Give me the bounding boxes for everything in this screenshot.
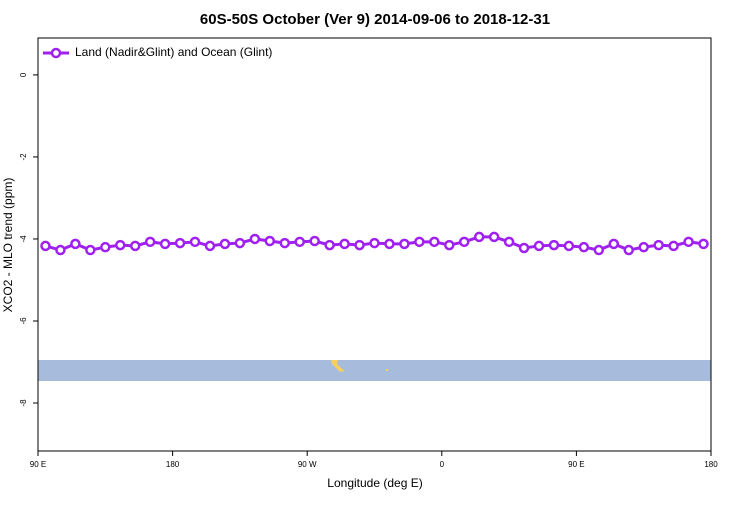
ocean-band bbox=[38, 360, 711, 381]
point bbox=[219, 238, 231, 250]
point bbox=[100, 241, 111, 253]
point bbox=[384, 238, 395, 250]
y-tick-label: -2 bbox=[19, 153, 28, 161]
point bbox=[638, 241, 649, 253]
point bbox=[548, 239, 560, 251]
y-tick-label: 0 bbox=[19, 72, 28, 77]
land-fragment bbox=[331, 360, 345, 372]
point bbox=[294, 236, 305, 248]
point bbox=[174, 237, 186, 249]
point bbox=[578, 241, 590, 253]
y-tick-label: -8 bbox=[19, 399, 28, 407]
x-tick-label: 90 E bbox=[30, 460, 46, 469]
x-tick-label: 180 bbox=[704, 460, 718, 469]
point bbox=[608, 238, 620, 250]
point bbox=[369, 237, 380, 249]
x-axis-label: Longitude (deg E) bbox=[327, 476, 422, 490]
point bbox=[503, 236, 515, 248]
point bbox=[533, 240, 545, 252]
point bbox=[40, 240, 51, 252]
x-tick-label: 90 E bbox=[568, 460, 584, 469]
point bbox=[70, 238, 81, 250]
legend-label: Land (Nadir&Glint) and Ocean (Glint) bbox=[75, 45, 272, 59]
y-axis-label: XCO2 - MLO trend (ppm) bbox=[1, 178, 15, 313]
point bbox=[414, 236, 425, 248]
chart-title: 60S-50S October (Ver 9) 2014-09-06 to 20… bbox=[200, 11, 550, 28]
point bbox=[189, 236, 201, 248]
point bbox=[473, 231, 485, 243]
point bbox=[55, 244, 66, 256]
point bbox=[264, 235, 276, 247]
point bbox=[458, 236, 470, 248]
x-tick-label: 90 W bbox=[298, 460, 317, 469]
point bbox=[324, 239, 335, 251]
point bbox=[279, 237, 291, 249]
point bbox=[399, 238, 410, 250]
point bbox=[144, 236, 156, 248]
point bbox=[488, 231, 500, 243]
point bbox=[354, 239, 365, 251]
point bbox=[683, 236, 694, 248]
point bbox=[593, 244, 605, 256]
map-strip bbox=[38, 360, 711, 381]
y-tick-label: -6 bbox=[19, 317, 28, 325]
point bbox=[429, 236, 440, 248]
point bbox=[698, 238, 709, 250]
point bbox=[653, 239, 664, 251]
point bbox=[85, 244, 96, 256]
point bbox=[204, 240, 216, 252]
point bbox=[249, 233, 261, 245]
point bbox=[518, 242, 530, 254]
land-fragment bbox=[386, 369, 388, 371]
y-tick-label: -4 bbox=[19, 235, 28, 243]
legend-marker bbox=[50, 47, 62, 59]
point bbox=[115, 239, 126, 251]
point bbox=[159, 238, 171, 250]
x-tick-label: 180 bbox=[166, 460, 180, 469]
point bbox=[309, 235, 320, 247]
point bbox=[234, 237, 246, 249]
point bbox=[129, 240, 141, 252]
point bbox=[339, 238, 350, 250]
x-tick-label: 0 bbox=[440, 460, 445, 469]
point bbox=[563, 240, 575, 252]
point bbox=[668, 240, 679, 252]
point bbox=[444, 239, 455, 251]
plot-frame bbox=[37, 37, 712, 452]
point bbox=[623, 244, 634, 256]
